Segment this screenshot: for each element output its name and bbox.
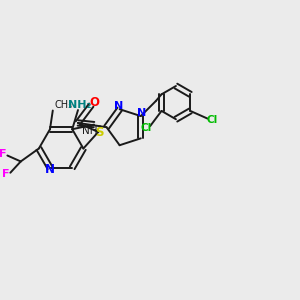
Text: Cl: Cl — [141, 123, 152, 134]
Text: CH₃: CH₃ — [54, 100, 72, 110]
Text: Cl: Cl — [206, 115, 218, 125]
Text: N: N — [114, 100, 124, 111]
Text: N: N — [137, 107, 146, 118]
Text: N: N — [45, 163, 55, 176]
Text: F: F — [2, 169, 10, 179]
Text: NH₂: NH₂ — [68, 100, 91, 110]
Text: F: F — [0, 149, 7, 159]
Text: O: O — [90, 96, 100, 109]
Text: S: S — [95, 126, 103, 139]
Text: NH: NH — [82, 126, 98, 136]
